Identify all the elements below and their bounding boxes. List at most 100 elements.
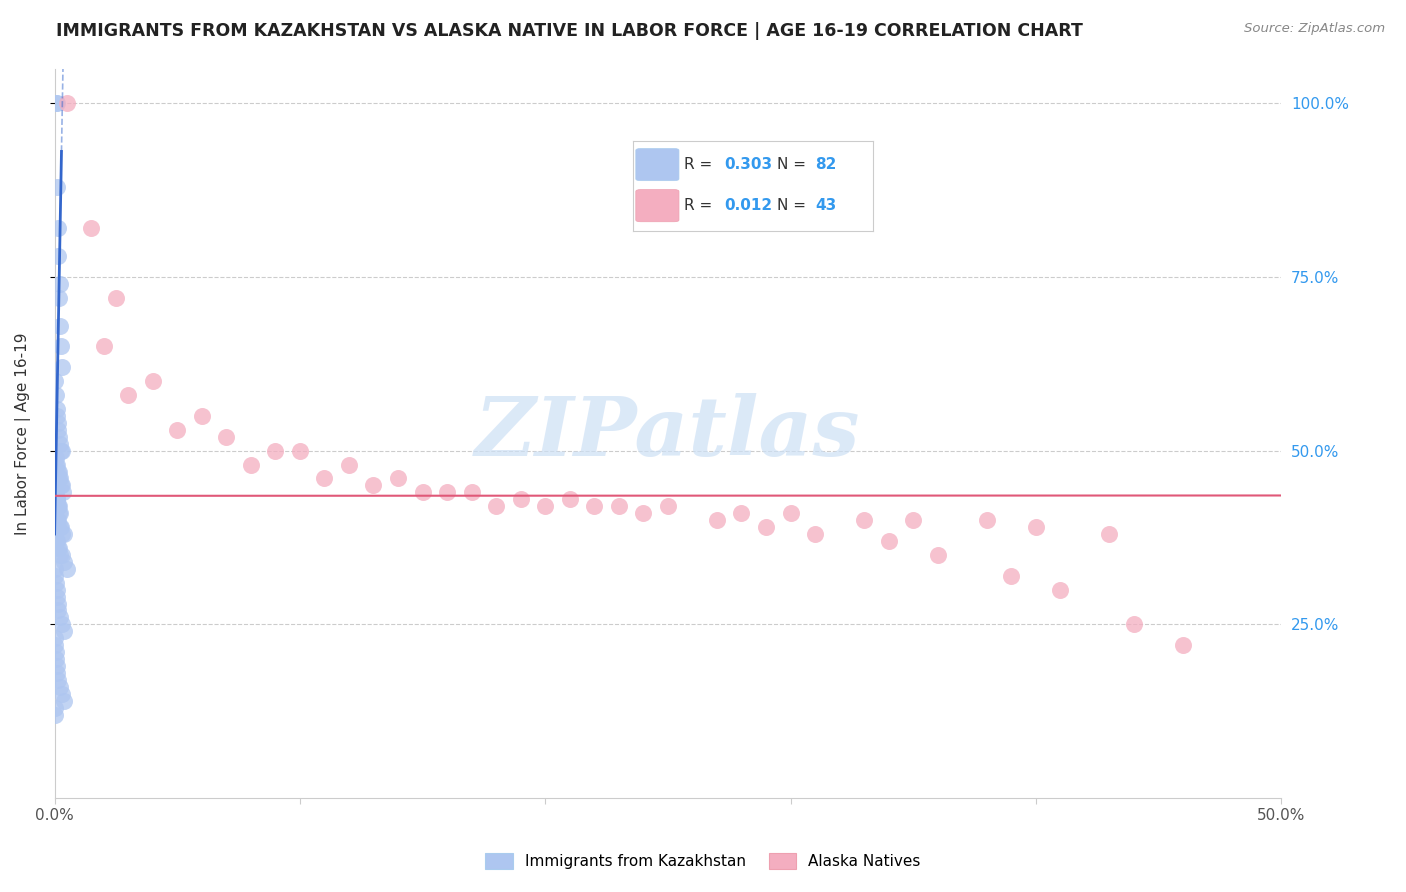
Point: [45, 513, 67, 527]
Point: [46, 597, 69, 611]
Point: [46, 513, 69, 527]
Point: [48, 506, 70, 520]
Point: [48, 520, 70, 534]
Point: [607, 500, 630, 514]
Point: [45, 388, 67, 402]
Point: [44, 485, 66, 500]
Point: [901, 513, 924, 527]
Point: [45, 652, 67, 666]
Point: [56, 562, 79, 576]
Text: R =: R =: [683, 157, 721, 172]
Point: [534, 500, 557, 514]
Point: [49, 318, 72, 333]
Point: [48, 680, 70, 694]
Point: [755, 520, 778, 534]
Point: [46, 665, 69, 680]
Point: [387, 471, 409, 485]
Point: [51, 527, 73, 541]
Point: [853, 513, 876, 527]
Point: [45, 450, 67, 465]
Point: [46, 492, 69, 507]
Point: [239, 458, 262, 472]
Point: [1025, 520, 1047, 534]
Point: [48, 506, 70, 520]
Point: [1000, 568, 1022, 582]
Point: [51, 478, 73, 492]
Point: [46, 673, 69, 687]
Point: [51, 360, 73, 375]
Point: [80, 221, 103, 235]
Point: [48, 610, 70, 624]
Point: [44, 638, 66, 652]
Point: [46, 500, 69, 514]
Point: [1122, 617, 1144, 632]
Point: [706, 513, 728, 527]
Point: [44, 527, 66, 541]
Point: [633, 506, 655, 520]
Point: [51, 548, 73, 562]
Point: [436, 485, 458, 500]
FancyBboxPatch shape: [636, 190, 679, 222]
Point: [51, 478, 73, 492]
Point: [1171, 638, 1194, 652]
Point: [104, 291, 127, 305]
Point: [460, 485, 482, 500]
Legend: Immigrants from Kazakhstan, Alaska Natives: Immigrants from Kazakhstan, Alaska Nativ…: [479, 847, 927, 875]
Point: [48, 541, 70, 555]
Text: 0.012: 0.012: [724, 198, 773, 213]
Point: [779, 506, 801, 520]
Point: [48, 291, 70, 305]
Point: [46, 416, 69, 430]
Point: [337, 458, 360, 472]
Point: [48, 430, 70, 444]
Point: [48, 500, 70, 514]
Point: [48, 277, 70, 291]
Text: R =: R =: [683, 198, 721, 213]
Point: [48, 465, 70, 479]
Point: [46, 590, 69, 604]
Point: [1049, 582, 1071, 597]
Point: [46, 458, 69, 472]
Point: [45, 492, 67, 507]
Point: [46, 409, 69, 423]
Point: [53, 624, 76, 639]
Point: [485, 500, 508, 514]
Point: [45, 401, 67, 416]
Point: [45, 179, 67, 194]
Point: [45, 575, 67, 590]
Point: [49, 520, 72, 534]
Point: [46, 465, 69, 479]
FancyBboxPatch shape: [636, 149, 679, 181]
Point: [117, 388, 139, 402]
Point: [48, 436, 70, 450]
Point: [45, 485, 67, 500]
Point: [583, 500, 606, 514]
Point: [44, 562, 66, 576]
Point: [976, 513, 998, 527]
Text: N =: N =: [778, 198, 811, 213]
Point: [45, 96, 67, 111]
Point: [44, 700, 66, 714]
Point: [49, 339, 72, 353]
Text: N =: N =: [778, 157, 811, 172]
Point: [45, 492, 67, 507]
Text: IMMIGRANTS FROM KAZAKHSTAN VS ALASKA NATIVE IN LABOR FORCE | AGE 16-19 CORRELATI: IMMIGRANTS FROM KAZAKHSTAN VS ALASKA NAT…: [56, 22, 1083, 40]
Point: [45, 458, 67, 472]
Point: [264, 443, 287, 458]
Point: [53, 527, 76, 541]
Point: [49, 548, 72, 562]
Point: [46, 96, 69, 111]
Point: [44, 707, 66, 722]
Point: [46, 500, 69, 514]
Point: [51, 443, 73, 458]
Point: [46, 603, 69, 617]
Point: [49, 471, 72, 485]
Point: [657, 500, 679, 514]
Text: 43: 43: [815, 198, 837, 213]
Text: ZIPatlas: ZIPatlas: [475, 393, 860, 474]
Point: [53, 555, 76, 569]
Point: [46, 541, 69, 555]
Point: [288, 443, 311, 458]
Point: [558, 492, 581, 507]
Point: [93, 339, 115, 353]
